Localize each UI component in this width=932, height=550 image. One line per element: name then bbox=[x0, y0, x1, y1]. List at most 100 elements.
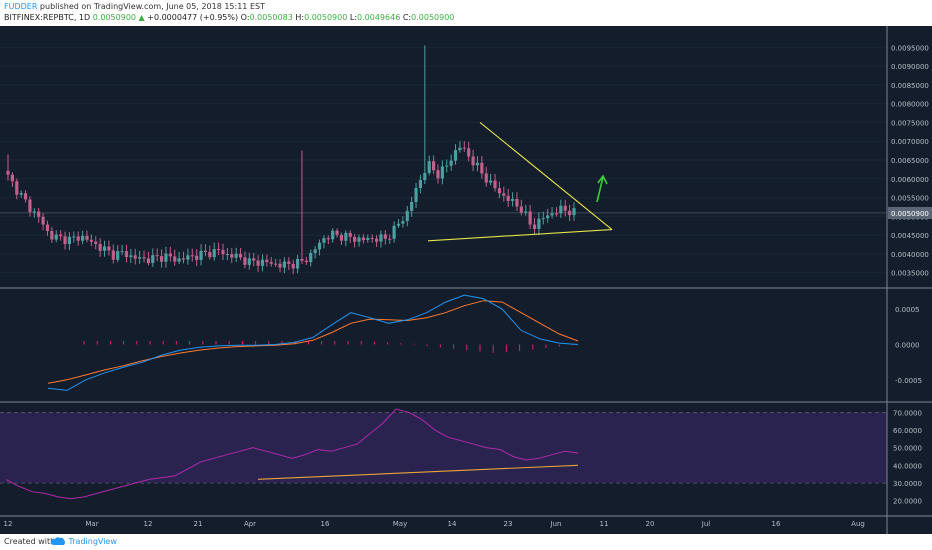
candle-body[interactable] bbox=[309, 252, 313, 263]
candle-body[interactable] bbox=[453, 150, 458, 161]
candle-body[interactable] bbox=[45, 224, 50, 231]
macd-line[interactable] bbox=[47, 294, 579, 391]
candle-body[interactable] bbox=[484, 173, 488, 183]
candle-body[interactable] bbox=[151, 255, 155, 264]
candle-body[interactable] bbox=[269, 262, 273, 264]
candle-body[interactable] bbox=[335, 230, 339, 235]
candle-body[interactable] bbox=[80, 235, 85, 241]
candle-body[interactable] bbox=[138, 257, 142, 259]
candle-body[interactable] bbox=[502, 193, 506, 196]
candle-body[interactable] bbox=[238, 253, 243, 258]
tradingview-link[interactable]: TradingView bbox=[68, 537, 117, 546]
candle-body[interactable] bbox=[6, 170, 10, 175]
candle-body[interactable] bbox=[418, 180, 423, 189]
candle-body[interactable] bbox=[63, 236, 67, 245]
candle-body[interactable] bbox=[67, 236, 72, 245]
candle-body[interactable] bbox=[124, 251, 129, 258]
candle-body[interactable] bbox=[243, 257, 247, 265]
candle-body[interactable] bbox=[440, 166, 444, 179]
candle-body[interactable] bbox=[449, 160, 453, 166]
candle-body[interactable] bbox=[370, 237, 374, 239]
candle-body[interactable] bbox=[431, 161, 436, 171]
candle-body[interactable] bbox=[366, 237, 370, 241]
candle-body[interactable] bbox=[195, 255, 199, 260]
candle-body[interactable] bbox=[146, 258, 151, 264]
candle-body[interactable] bbox=[41, 216, 45, 225]
candle-body[interactable] bbox=[76, 236, 80, 241]
candle-body[interactable] bbox=[116, 251, 120, 260]
candle-body[interactable] bbox=[217, 249, 221, 251]
candle-body[interactable] bbox=[414, 188, 418, 202]
candle-body[interactable] bbox=[445, 165, 449, 167]
candle-body[interactable] bbox=[559, 205, 563, 214]
candle-body[interactable] bbox=[181, 258, 186, 260]
macd-signal-line[interactable] bbox=[47, 300, 579, 384]
candle-body[interactable] bbox=[256, 260, 260, 266]
candle-body[interactable] bbox=[541, 218, 545, 220]
candle-body[interactable] bbox=[225, 254, 229, 256]
candle-body[interactable] bbox=[102, 246, 107, 251]
candle-body[interactable] bbox=[357, 237, 361, 242]
candle-body[interactable] bbox=[532, 224, 537, 229]
candle-body[interactable] bbox=[107, 246, 111, 251]
candle-body[interactable] bbox=[322, 238, 326, 243]
candle-body[interactable] bbox=[458, 147, 462, 151]
candle-body[interactable] bbox=[85, 235, 89, 240]
rsi-trendline[interactable] bbox=[257, 464, 579, 480]
candle-body[interactable] bbox=[129, 255, 133, 258]
candle-body[interactable] bbox=[563, 205, 567, 211]
candle-body[interactable] bbox=[94, 241, 98, 244]
candle-body[interactable] bbox=[247, 258, 251, 265]
tradingview-brand[interactable]: TradingView bbox=[50, 536, 117, 546]
candle-body[interactable] bbox=[59, 234, 63, 237]
candle-body[interactable] bbox=[313, 249, 317, 253]
candle-body[interactable] bbox=[339, 234, 344, 241]
candle-body[interactable] bbox=[203, 250, 208, 253]
candle-body[interactable] bbox=[164, 253, 168, 262]
candle-body[interactable] bbox=[537, 218, 541, 229]
candle-body[interactable] bbox=[524, 211, 528, 213]
candle-body[interactable] bbox=[168, 253, 172, 257]
candle-body[interactable] bbox=[515, 198, 519, 207]
candle-body[interactable] bbox=[383, 234, 387, 239]
candle-body[interactable] bbox=[133, 255, 137, 259]
candle-body[interactable] bbox=[374, 238, 379, 242]
arrow-up-head[interactable] bbox=[597, 174, 608, 185]
candle-body[interactable] bbox=[353, 236, 357, 242]
candle-body[interactable] bbox=[304, 260, 308, 263]
candle-body[interactable] bbox=[155, 255, 159, 257]
candle-body[interactable] bbox=[326, 238, 330, 240]
candle-body[interactable] bbox=[493, 180, 497, 189]
candle-body[interactable] bbox=[405, 210, 409, 222]
candle-body[interactable] bbox=[572, 208, 576, 216]
candle-body[interactable] bbox=[392, 225, 396, 239]
candle-body[interactable] bbox=[177, 258, 181, 262]
candle-body[interactable] bbox=[528, 211, 532, 225]
price-candles[interactable] bbox=[6, 45, 576, 275]
candle-body[interactable] bbox=[32, 211, 36, 213]
candle-body[interactable] bbox=[462, 147, 466, 149]
candle-body[interactable] bbox=[252, 258, 256, 261]
candle-body[interactable] bbox=[546, 215, 550, 219]
candle-body[interactable] bbox=[489, 180, 493, 183]
rsi-pane[interactable] bbox=[5, 408, 579, 500]
candle-body[interactable] bbox=[159, 256, 164, 262]
candle-body[interactable] bbox=[120, 251, 124, 253]
candle-body[interactable] bbox=[15, 181, 19, 195]
candle-body[interactable] bbox=[208, 252, 212, 258]
candle-body[interactable] bbox=[554, 213, 559, 215]
support-trendline[interactable] bbox=[427, 228, 613, 242]
candle-body[interactable] bbox=[331, 230, 335, 240]
candle-body[interactable] bbox=[471, 156, 475, 166]
rsi-line[interactable] bbox=[5, 408, 579, 500]
candle-body[interactable] bbox=[234, 253, 238, 258]
candle-body[interactable] bbox=[199, 250, 203, 260]
arrow-up-shaft[interactable] bbox=[596, 176, 604, 203]
candle-body[interactable] bbox=[291, 263, 295, 269]
candle-body[interactable] bbox=[317, 242, 322, 250]
macd-pane[interactable] bbox=[47, 294, 579, 391]
candle-body[interactable] bbox=[295, 258, 300, 269]
candle-body[interactable] bbox=[98, 243, 102, 251]
candle-body[interactable] bbox=[348, 232, 352, 237]
candle-body[interactable] bbox=[388, 238, 392, 240]
